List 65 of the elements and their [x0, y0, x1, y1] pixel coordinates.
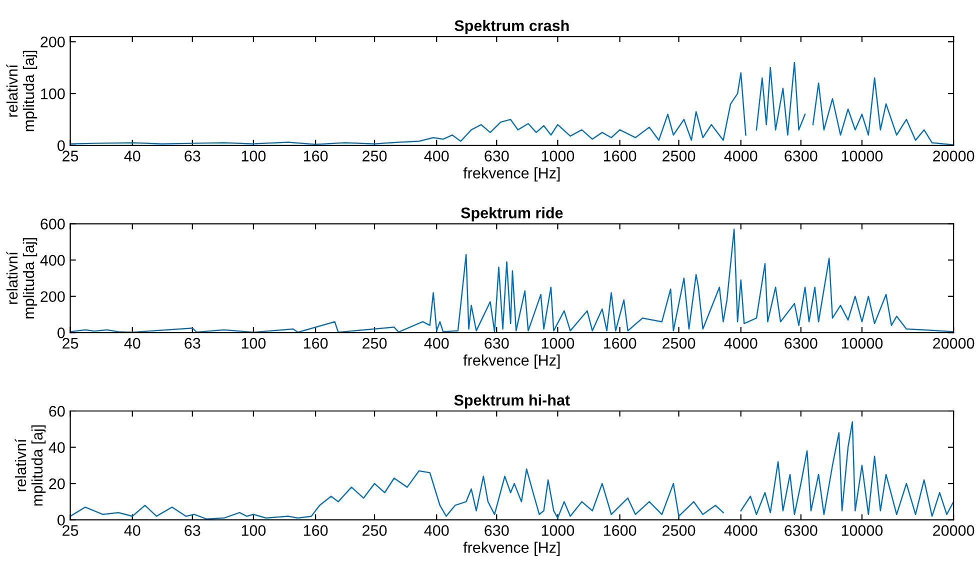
chart-title: Spektrum ride: [460, 207, 563, 222]
x-tick-label: 63: [184, 525, 200, 536]
x-tick-label: 160: [304, 525, 328, 536]
x-tick-label: 160: [304, 150, 328, 162]
y-tick-label: 200: [40, 291, 65, 302]
y-tick-label: 100: [41, 88, 65, 100]
x-tick-label: 1000: [542, 525, 574, 536]
x-tick-label: 250: [362, 525, 387, 536]
x-tick-label: 1000: [542, 150, 574, 162]
x-axis-title: frekvence [Hz]: [463, 542, 560, 556]
x-tick-label: 10000: [842, 338, 883, 349]
y-tick-label: 0: [58, 140, 65, 152]
y-tick-label: 200: [40, 36, 65, 48]
y-tick-label: 0: [58, 514, 65, 526]
x-tick-label: 25: [62, 338, 78, 349]
chart-title: Spektrum hi-hat: [454, 394, 570, 409]
y-tick-label: 0: [58, 327, 65, 338]
y-axis-title: relativní mplituda [aj]: [6, 50, 38, 132]
x-tick-label: 100: [242, 150, 266, 162]
x-tick-label: 250: [362, 338, 387, 349]
x-tick-label: 40: [124, 150, 140, 162]
x-tick-label: 630: [484, 150, 509, 162]
x-tick-label: 4000: [724, 525, 758, 536]
x-tick-label: 4000: [724, 338, 758, 349]
x-tick-label: 100: [242, 525, 266, 536]
x-tick-label: 20000: [933, 150, 974, 162]
x-tick-label: 25: [62, 525, 78, 536]
x-tick-label: 2500: [662, 525, 696, 536]
x-tick-label: 63: [184, 150, 200, 162]
x-tick-label: 1600: [604, 150, 636, 162]
x-tick-label: 10000: [842, 525, 883, 536]
x-tick-label: 1600: [604, 338, 636, 349]
x-tick-label: 10000: [842, 150, 883, 162]
x-tick-label: 1000: [542, 338, 574, 349]
x-axis-title: frekvence [Hz]: [463, 354, 560, 369]
x-tick-label: 2500: [662, 338, 696, 349]
y-tick-label: 60: [49, 406, 65, 417]
x-tick-label: 2500: [662, 150, 696, 162]
x-tick-label: 40: [124, 525, 140, 536]
x-tick-label: 20000: [933, 338, 974, 349]
y-axis-title: relativní mplituda [aj]: [14, 425, 46, 506]
x-tick-label: 63: [184, 338, 200, 349]
x-tick-label: 630: [484, 525, 509, 536]
x-tick-label: 250: [362, 150, 387, 162]
x-tick-label: 40: [124, 338, 140, 349]
x-tick-label: 1600: [604, 525, 636, 536]
y-tick-label: 40: [48, 442, 65, 453]
x-tick-label: 20000: [933, 525, 974, 536]
y-tick-label: 20: [49, 478, 65, 490]
x-tick-label: 160: [304, 338, 328, 349]
y-axis-title: relativní mplituda [aj]: [6, 238, 38, 318]
x-tick-label: 400: [424, 525, 449, 536]
x-tick-label: 25: [62, 150, 78, 162]
x-tick-label: 4000: [724, 150, 758, 162]
x-tick-label: 400: [424, 150, 449, 162]
chart-title: Spektrum crash: [454, 20, 569, 34]
x-tick-label: 100: [242, 338, 266, 349]
x-tick-label: 630: [484, 338, 509, 349]
x-axis-title: frekvence [Hz]: [463, 167, 560, 182]
y-tick-label: 600: [40, 218, 65, 230]
y-tick-label: 400: [40, 254, 65, 266]
x-tick-label: 6300: [784, 150, 818, 162]
x-tick-label: 6300: [784, 525, 818, 536]
x-tick-label: 6300: [784, 338, 818, 349]
x-tick-label: 400: [424, 338, 449, 349]
